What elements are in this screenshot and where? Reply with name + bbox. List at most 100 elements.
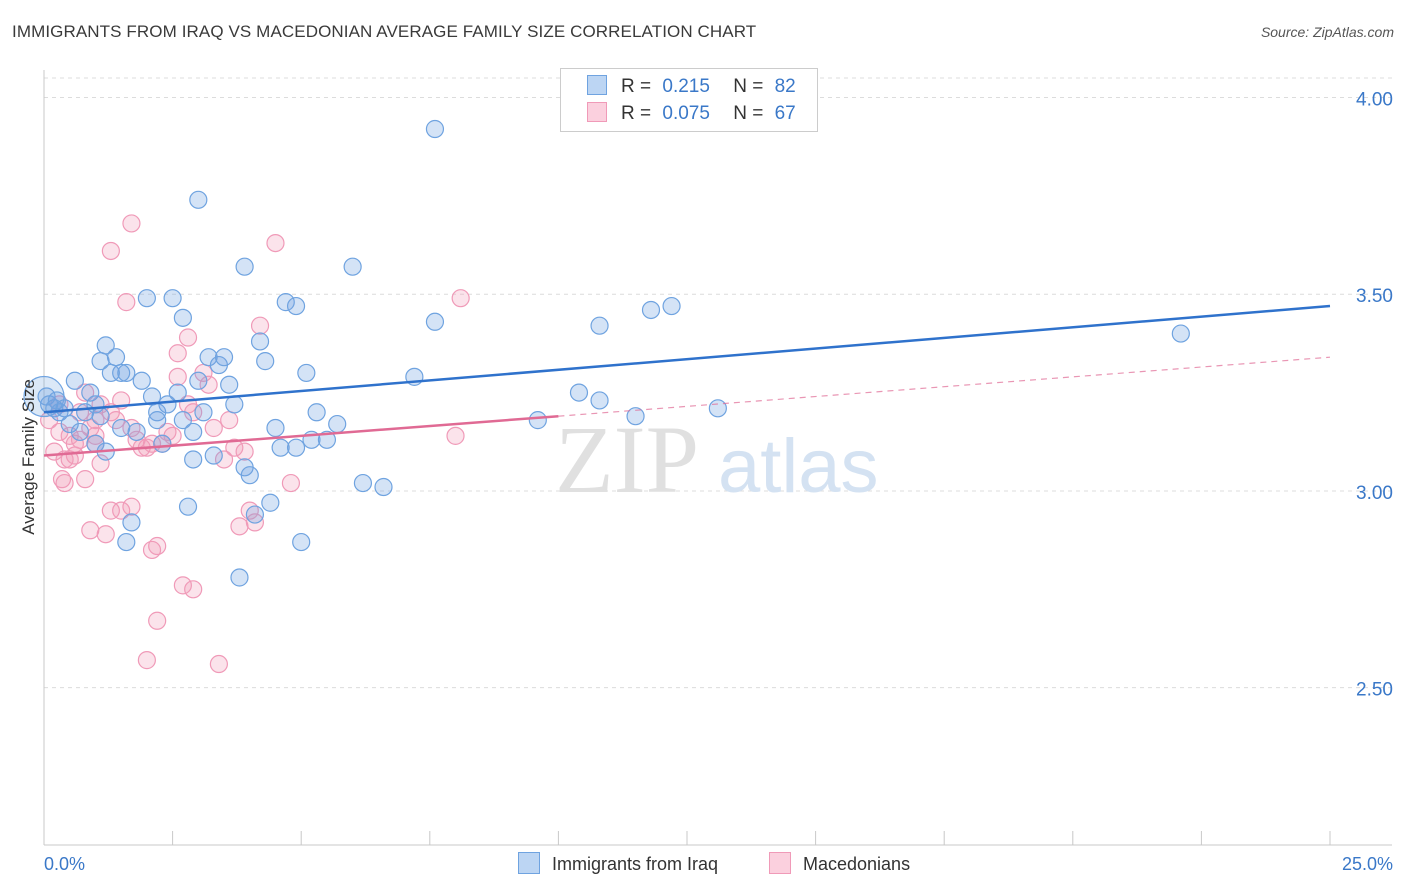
chart-title: IMMIGRANTS FROM IRAQ VS MACEDONIAN AVERA… [12, 22, 757, 41]
point-iraq [528, 411, 547, 430]
y-tick-label: 4.00 [1356, 90, 1393, 111]
legend-swatch-iraq [587, 75, 607, 95]
point-macedonians [76, 383, 95, 402]
point-iraq [297, 363, 316, 383]
point-iraq [220, 375, 239, 394]
point-iraq [137, 289, 156, 308]
point-iraq [590, 391, 609, 410]
y-tick-label: 3.00 [1356, 483, 1393, 504]
legend-r-value: 0.215 [662, 76, 710, 97]
point-macedonians [178, 328, 198, 347]
legend-r-label: R = [621, 103, 652, 124]
y-axis-label: Average Family Size [19, 379, 38, 535]
point-macedonians [199, 375, 218, 394]
point-macedonians [451, 289, 470, 308]
point-macedonians [112, 501, 131, 520]
point-macedonians [101, 241, 120, 261]
point-iraq [374, 477, 393, 497]
x-tick-label-min: 0.0% [44, 854, 85, 874]
point-macedonians [204, 418, 223, 438]
point-iraq [626, 407, 645, 426]
axis-labels: 2.50 3.00 3.50 4.00 0.0% 25.0% Average Family … [19, 90, 1393, 874]
point-macedonians [446, 426, 465, 445]
y-tick-label: 2.50 [1356, 680, 1393, 701]
trend-line-macedonians-extrapolated [558, 356, 1331, 417]
point-iraq [307, 403, 326, 422]
point-macedonians [245, 513, 265, 532]
point-iraq [132, 371, 151, 390]
point-iraq [184, 422, 203, 442]
point-iraq [425, 119, 445, 139]
point-iraq [569, 383, 589, 402]
point-macedonians [184, 580, 203, 599]
point-iraq [271, 438, 290, 457]
point-iraq [173, 411, 192, 430]
point-macedonians [173, 576, 192, 595]
point-iraq [168, 383, 187, 402]
point-iraq [425, 312, 445, 331]
point-macedonians [101, 501, 120, 520]
legend-row-iraq: R = 0.215 N = 82 [587, 75, 796, 98]
point-iraq [148, 411, 167, 430]
point-iraq [353, 473, 373, 493]
watermark-atlas: atlas [718, 424, 879, 509]
point-iraq [1171, 324, 1190, 343]
point-iraq [153, 434, 172, 453]
point-macedonians [168, 344, 187, 363]
x-tick-label-max: 25.0% [1342, 854, 1393, 874]
point-macedonians [225, 438, 244, 457]
point-iraq [250, 332, 270, 351]
point-macedonians [117, 293, 136, 312]
legend: R = 0.215 N = 82 R = 0.075 N = 67 [560, 68, 818, 132]
point-iraq [189, 371, 208, 390]
point-iraq [286, 438, 306, 457]
point-macedonians [137, 651, 156, 670]
point-iraq [106, 348, 126, 367]
point-iraq [96, 336, 115, 355]
legend-r-label: R = [621, 76, 652, 97]
point-iraq [158, 395, 177, 414]
point-iraq [112, 363, 131, 383]
point-iraq [204, 446, 223, 465]
point-macedonians [266, 233, 285, 253]
point-macedonians [250, 316, 270, 335]
bottom-legend-label-iraq: Immigrants from Iraq [552, 854, 719, 874]
point-iraq [266, 418, 285, 438]
point-macedonians [55, 473, 74, 493]
point-macedonians [148, 611, 167, 630]
point-iraq [81, 383, 100, 402]
point-iraq [641, 300, 661, 320]
point-macedonians [96, 525, 115, 544]
source-label: Source: ZipAtlas.com [1260, 24, 1394, 40]
trend-line-macedonians [43, 414, 559, 457]
series-iraq [23, 119, 1190, 587]
point-iraq [230, 568, 249, 587]
bottom-legend-swatch-mac [769, 852, 791, 874]
bottom-legend-iraq: Immigrants from Iraq [518, 852, 718, 875]
legend-n-value: 67 [774, 103, 796, 124]
point-macedonians [81, 521, 100, 540]
point-iraq [184, 450, 203, 469]
legend-n-label: N = [733, 76, 764, 97]
point-macedonians [209, 654, 228, 674]
point-iraq [245, 505, 265, 524]
point-iraq [178, 497, 198, 516]
point-iraq [70, 422, 90, 442]
point-macedonians [281, 473, 301, 493]
point-macedonians [122, 497, 141, 516]
point-iraq [590, 316, 609, 335]
legend-n-label: N = [733, 103, 764, 124]
point-iraq [65, 371, 84, 390]
point-iraq [189, 190, 208, 209]
point-iraq [127, 422, 146, 442]
point-macedonians [230, 517, 249, 536]
point-iraq [662, 296, 681, 316]
point-macedonians [168, 367, 187, 386]
point-iraq [240, 466, 259, 485]
bottom-legend-mac: Macedonians [769, 852, 910, 875]
point-iraq-large [23, 375, 65, 418]
point-iraq [276, 293, 295, 312]
bottom-legend-label-mac: Macedonians [803, 854, 911, 874]
point-macedonians [148, 536, 167, 556]
bottom-legend-swatch-iraq [518, 852, 540, 874]
